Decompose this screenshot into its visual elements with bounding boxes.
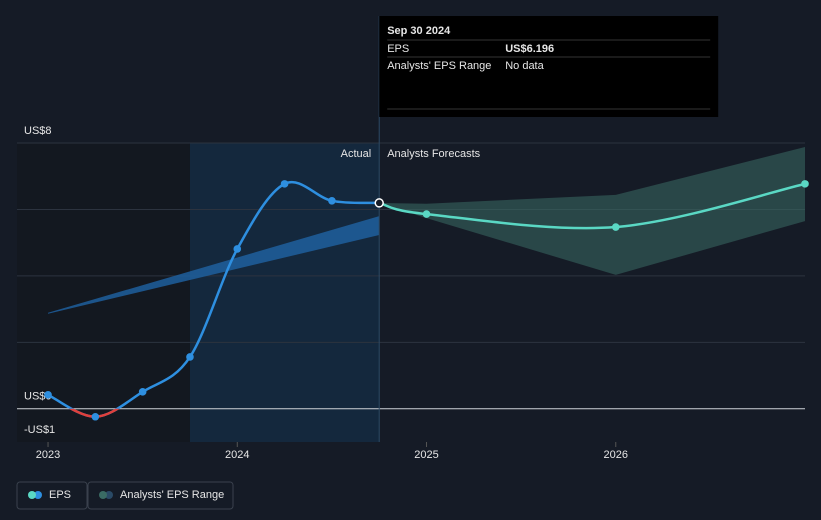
x-tick-label: 2026 [604,449,628,461]
eps-point [801,180,809,188]
eps-point [138,388,147,396]
legend-label: Analysts' EPS Range [120,489,224,501]
tooltip-title: Sep 30 2024 [387,25,451,37]
y-tick-label: US$8 [24,125,52,137]
legend-swatch [105,491,113,499]
forecast-label: Analysts Forecasts [387,148,480,160]
tooltip-label: Analysts' EPS Range [387,60,491,72]
eps-point [374,198,384,208]
legend-item[interactable] [16,481,88,510]
tooltip [379,16,719,117]
tooltip-value: US$6.196 [505,43,554,55]
eps-point [186,353,194,361]
legend-swatch [28,491,36,499]
eps-point [422,210,431,218]
eps-point [280,180,289,188]
eps-negative-line [68,408,120,419]
legend-item[interactable] [87,481,234,510]
legend-swatch [34,491,42,499]
legend-label: EPS [49,489,71,501]
eps-point [233,245,242,253]
forecast-line [378,182,806,230]
x-tick-label: 2025 [414,449,438,461]
eps-point [328,197,336,205]
tooltip-value: No data [505,60,544,72]
y-tick-label: -US$1 [24,424,55,436]
x-tick-label: 2024 [225,449,249,461]
actual-label: Actual [341,148,372,160]
eps-point [91,412,100,421]
tooltip-label: EPS [387,43,409,55]
eps-point [611,223,620,231]
eps-point [44,391,52,399]
highlight-region [189,143,380,442]
legend-swatch [99,491,107,499]
range-band [379,146,805,275]
range-band [48,216,380,314]
x-tick-label: 2023 [36,449,60,461]
